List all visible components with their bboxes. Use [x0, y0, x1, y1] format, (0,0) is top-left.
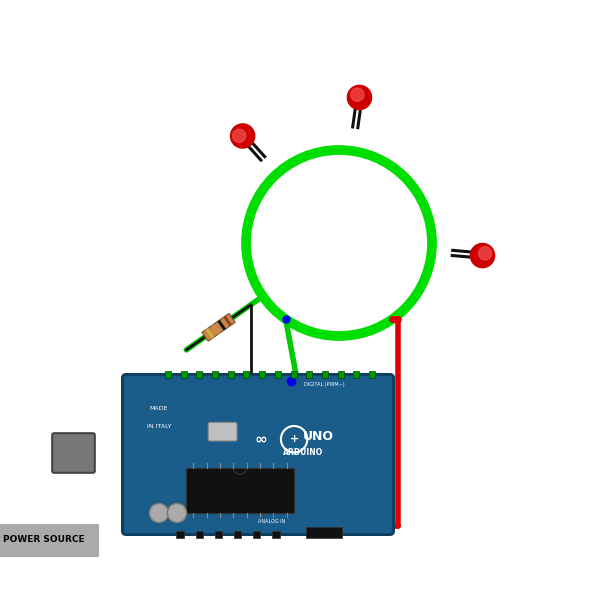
Circle shape: [478, 247, 492, 260]
Bar: [259, 371, 265, 378]
Circle shape: [351, 88, 364, 101]
Text: ANALOG IN: ANALOG IN: [257, 520, 285, 524]
Bar: [244, 371, 250, 378]
Bar: [202, 313, 235, 341]
Bar: [176, 531, 184, 538]
Bar: [369, 371, 375, 378]
Text: UNO: UNO: [302, 430, 334, 443]
Bar: [338, 371, 344, 378]
Bar: [234, 531, 241, 538]
Bar: [205, 328, 214, 339]
Bar: [275, 371, 281, 378]
Text: IN ITALY: IN ITALY: [146, 424, 172, 430]
Circle shape: [233, 129, 246, 142]
Bar: [253, 531, 260, 538]
Circle shape: [167, 503, 187, 523]
Bar: [353, 371, 359, 378]
Circle shape: [470, 244, 494, 268]
Bar: [212, 371, 218, 378]
Text: +: +: [289, 434, 299, 444]
Bar: [196, 531, 203, 538]
Bar: [306, 371, 312, 378]
Bar: [306, 527, 342, 538]
Bar: [322, 371, 328, 378]
Bar: [165, 371, 171, 378]
Bar: [215, 531, 222, 538]
Circle shape: [347, 85, 371, 110]
Circle shape: [230, 124, 255, 148]
Bar: [211, 324, 220, 335]
Bar: [0, 524, 99, 557]
Text: ∞: ∞: [255, 432, 268, 446]
Bar: [228, 371, 234, 378]
Text: DIGITAL (PWM~): DIGITAL (PWM~): [304, 382, 344, 386]
FancyBboxPatch shape: [122, 374, 394, 535]
Bar: [217, 320, 226, 331]
Bar: [181, 371, 187, 378]
Text: POWER SOURCE: POWER SOURCE: [3, 535, 85, 545]
Text: ARDUINO: ARDUINO: [283, 448, 323, 457]
Bar: [186, 467, 294, 512]
Circle shape: [149, 503, 169, 523]
FancyBboxPatch shape: [208, 422, 237, 441]
Text: MADE: MADE: [150, 406, 168, 411]
Bar: [290, 371, 296, 378]
Bar: [196, 371, 202, 378]
FancyBboxPatch shape: [52, 433, 95, 473]
Bar: [223, 316, 232, 326]
Bar: [272, 531, 280, 538]
